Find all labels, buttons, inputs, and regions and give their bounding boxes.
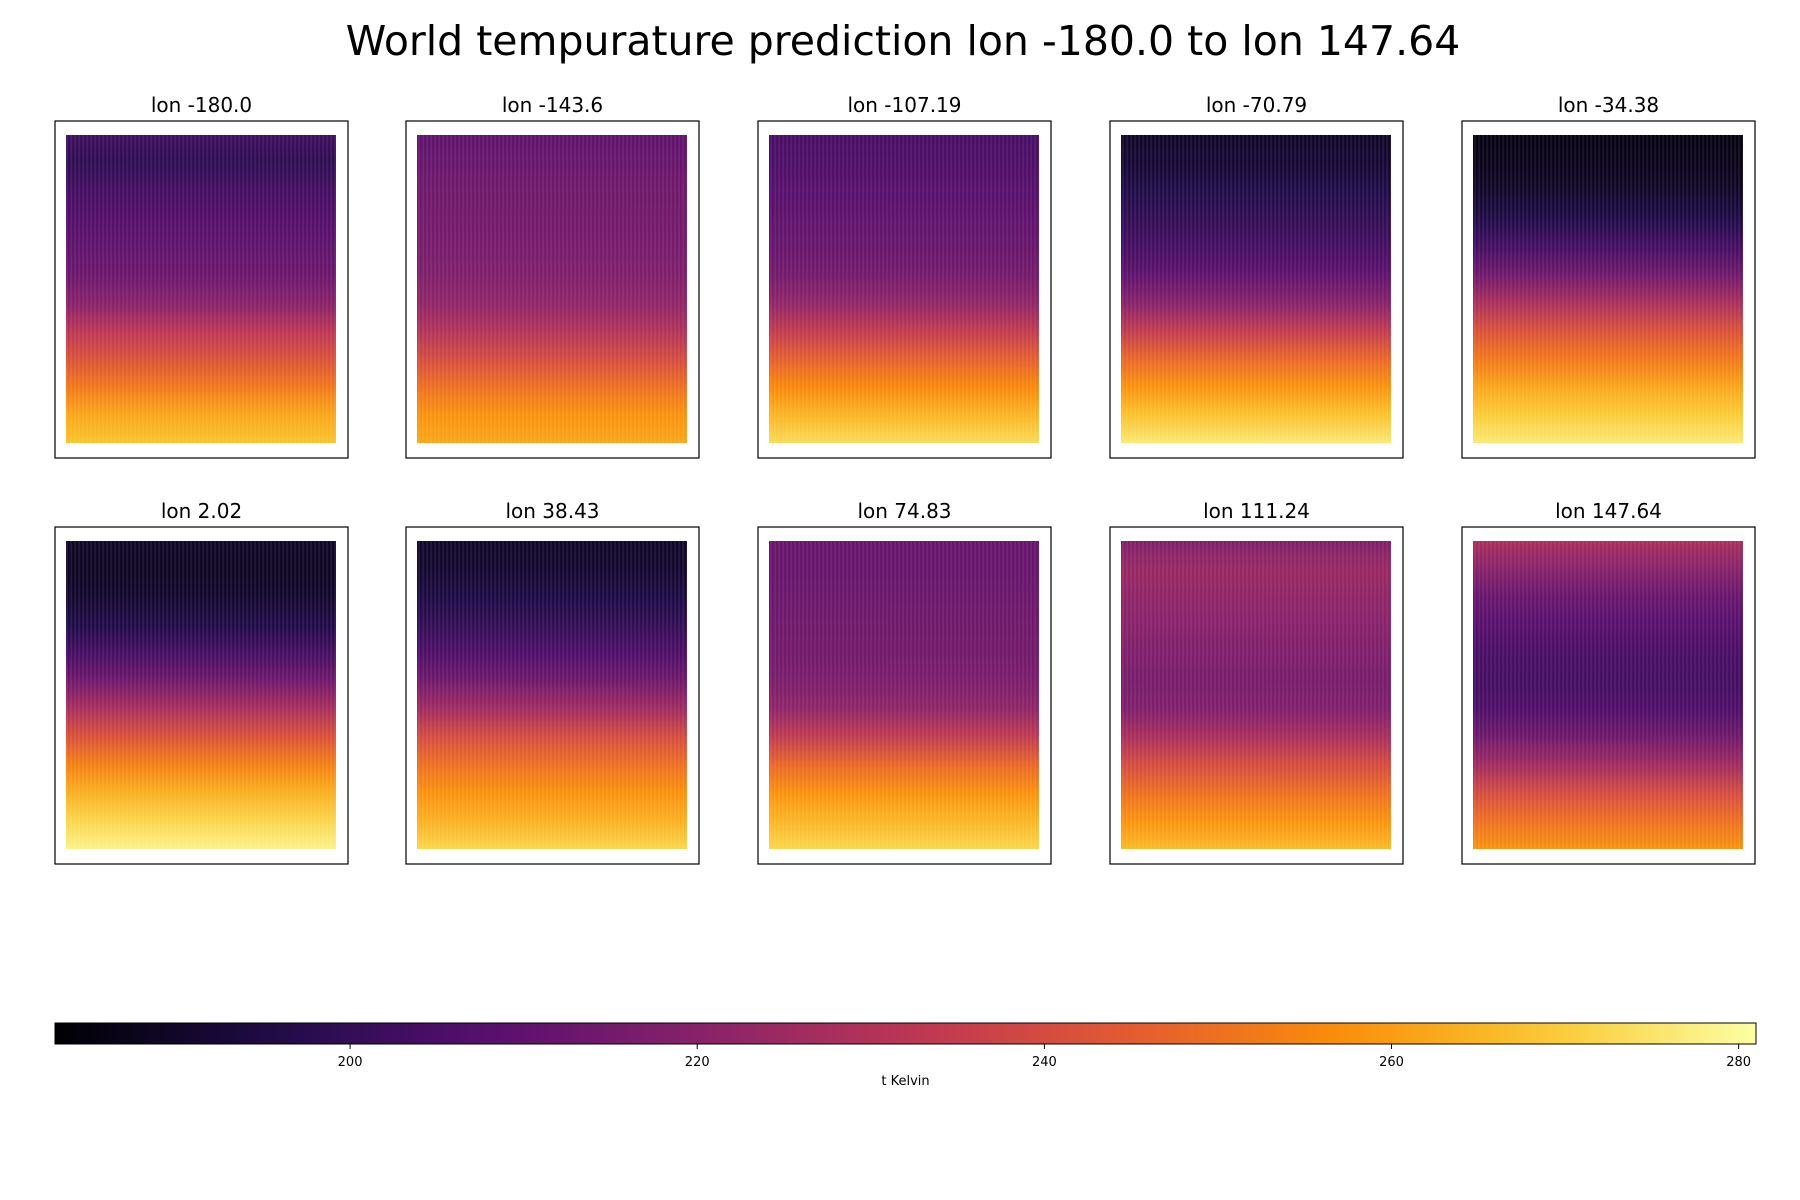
heatmap-texture [769,135,1039,443]
heatmap-texture [1121,135,1391,443]
heatmap-panel: lon 111.24 [1109,499,1404,865]
colorbar-tick-label: 200 [338,1055,363,1070]
colorbar-tick-label: 260 [1379,1055,1404,1070]
heatmap-texture [66,135,336,443]
panel-title: lon 38.43 [505,499,599,523]
colorbar: 200 220 240 260 280 t Kelvin [54,1022,1757,1089]
panel-title: lon -180.0 [151,93,252,117]
panel-title: lon 74.83 [857,499,951,523]
heatmap-panel: lon -107.19 [757,93,1052,459]
colorbar-label: t Kelvin [881,1074,929,1089]
panel-title: lon -34.38 [1558,93,1659,117]
panel-title: lon 111.24 [1203,499,1310,523]
heatmap-panel: lon 38.43 [405,499,700,865]
heatmap-texture [417,135,687,443]
heatmap-panel: lon -34.38 [1461,93,1756,459]
panel-title: lon 2.02 [161,499,242,523]
heatmap-panel: lon -180.0 [54,93,349,459]
panel-title: lon 147.64 [1555,499,1662,523]
heatmap-panel: lon -70.79 [1109,93,1404,459]
heatmap-panel: lon 2.02 [54,499,349,865]
colorbar-tick-label: 240 [1032,1055,1057,1070]
heatmap-panel: lon 147.64 [1461,499,1756,865]
heatmap-panel: lon -143.6 [405,93,700,459]
colorbar-tick-label: 220 [685,1055,710,1070]
heatmap-texture [66,541,336,849]
colorbar-gradient [54,1022,1757,1045]
heatmap-texture [1473,541,1743,849]
panel-title: lon -143.6 [502,93,603,117]
heatmap-texture [417,541,687,849]
heatmap-panel: lon 74.83 [757,499,1052,865]
panel-title: lon -70.79 [1206,93,1307,117]
colorbar-tick-label: 280 [1726,1055,1751,1070]
panel-grid: lon -180.0 lon -143.6 lon -107.19 lon -70.7… [54,93,1756,865]
heatmap-texture [1473,135,1743,443]
heatmap-texture [1121,541,1391,849]
panel-title: lon -107.19 [847,93,961,117]
chart-title: World tempurature prediction lon -180.0 … [346,17,1461,65]
heatmap-texture [769,541,1039,849]
